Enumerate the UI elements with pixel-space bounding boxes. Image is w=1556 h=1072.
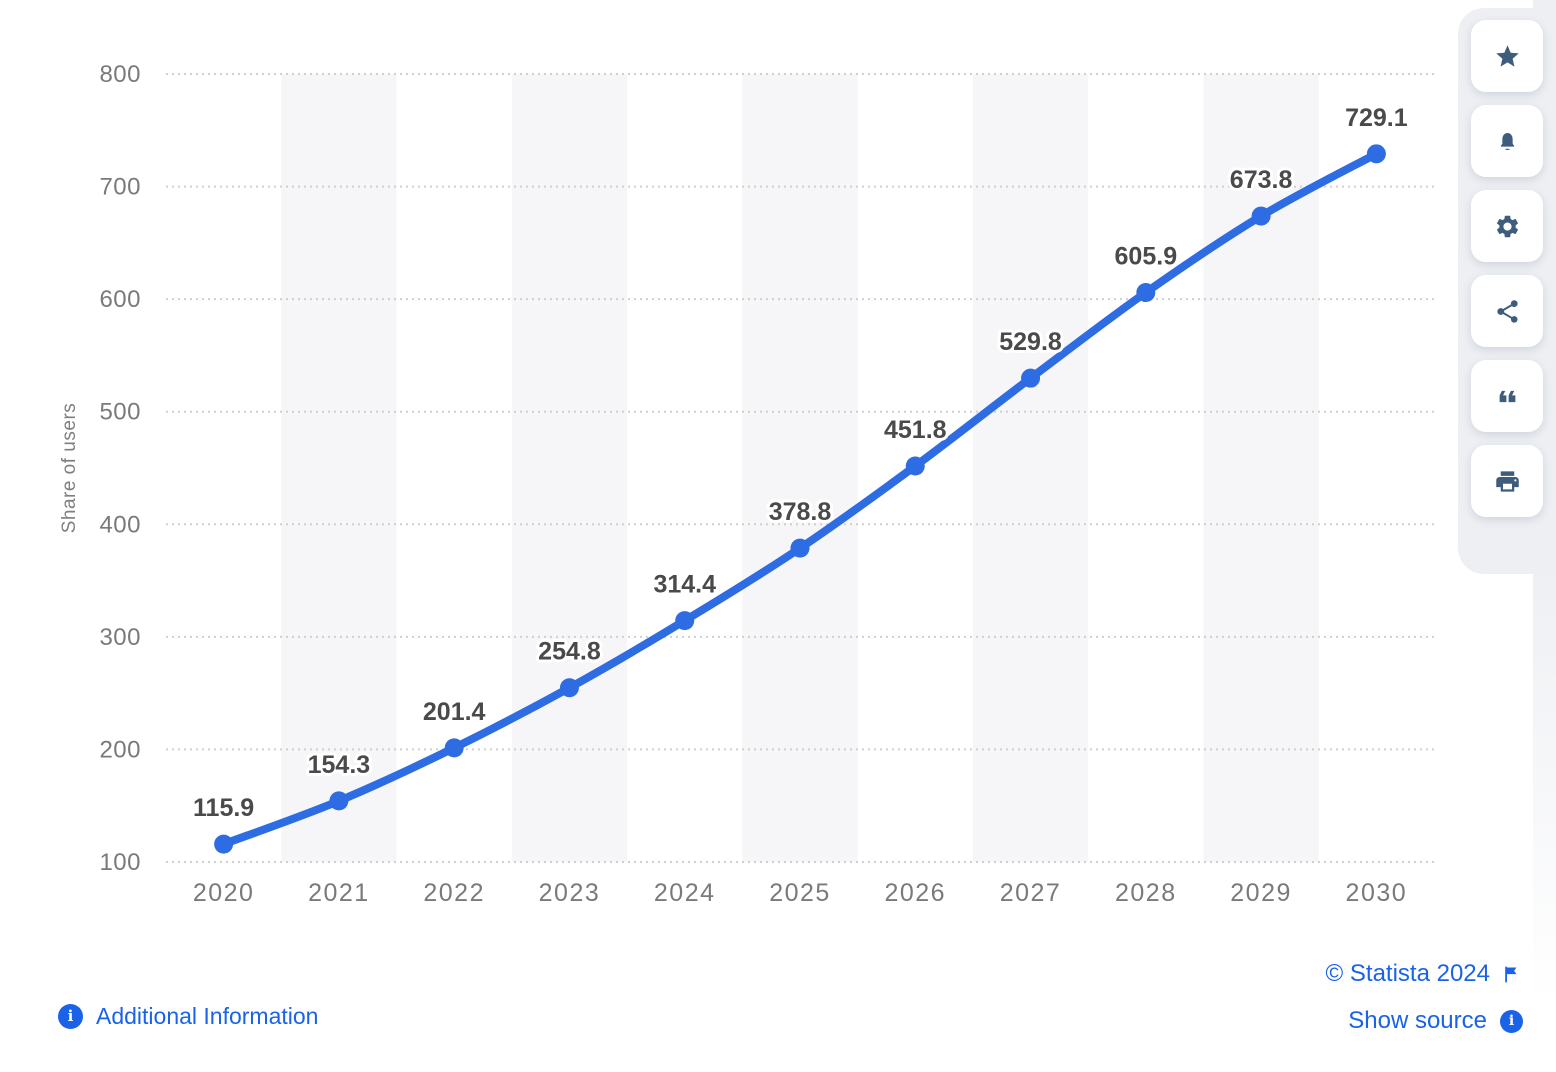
column-band [972, 74, 1089, 862]
y-tick-label: 700 [99, 174, 141, 201]
share-button[interactable] [1471, 275, 1543, 347]
notifications-button[interactable] [1471, 105, 1543, 177]
column-band [511, 74, 628, 862]
y-axis-title: Share of users [59, 403, 80, 534]
column-band [1203, 74, 1319, 862]
printer-icon [1495, 470, 1519, 492]
data-point-label: 254.8 [538, 638, 601, 666]
share-icon [1496, 299, 1518, 323]
data-point[interactable] [559, 678, 579, 698]
x-tick-label: 2021 [308, 879, 370, 907]
data-point-label: 378.8 [769, 498, 832, 526]
y-tick-label: 500 [99, 399, 141, 426]
y-tick-label: 200 [99, 736, 141, 763]
print-button[interactable] [1471, 445, 1543, 517]
data-point-label: 201.4 [423, 698, 486, 726]
x-tick-label: 2027 [1000, 879, 1062, 907]
data-point[interactable] [790, 538, 810, 558]
x-tick-label: 2023 [539, 879, 601, 907]
y-tick-label: 100 [99, 849, 141, 876]
cite-button[interactable] [1471, 360, 1543, 432]
additional-information-link[interactable]: i Additional Information [58, 1003, 318, 1030]
data-point[interactable] [1251, 206, 1271, 226]
favorite-button[interactable] [1471, 20, 1543, 92]
y-tick-label: 800 [99, 61, 141, 88]
y-tick-label: 600 [99, 286, 141, 313]
data-point[interactable] [1136, 283, 1156, 303]
data-point-label: 529.8 [999, 328, 1062, 356]
star-icon [1495, 44, 1519, 67]
column-band [281, 74, 397, 862]
data-point[interactable] [1366, 144, 1386, 164]
x-tick-label: 2030 [1346, 879, 1408, 907]
x-tick-label: 2026 [884, 879, 946, 907]
x-tick-label: 2028 [1115, 879, 1177, 907]
line-chart: 100 200 300 400 500 600 700 800 Share of users 20… [59, 61, 1434, 907]
data-point[interactable] [1021, 368, 1041, 388]
x-tick-label: 2024 [654, 879, 716, 907]
y-tick-label: 400 [99, 511, 141, 538]
gear-icon [1496, 215, 1518, 237]
data-point[interactable] [444, 738, 464, 758]
show-source-link[interactable]: Show source i [1348, 1007, 1523, 1035]
data-point-label: 451.8 [884, 416, 947, 444]
chart-toolbar [1458, 8, 1556, 574]
data-point-label: 314.4 [653, 571, 716, 599]
data-point-label: 729.1 [1345, 104, 1408, 132]
quote-icon [1499, 390, 1515, 402]
copyright-label: © Statista 2024 [1325, 960, 1490, 987]
column-band [742, 74, 858, 862]
flag-icon [1505, 965, 1517, 983]
show-source-label: Show source [1348, 1007, 1487, 1034]
statista-copyright-link[interactable]: © Statista 2024 [1326, 960, 1520, 988]
settings-button[interactable] [1471, 190, 1543, 262]
info-icon: i [1500, 1009, 1523, 1033]
x-tick-label: 2022 [423, 879, 485, 907]
x-tick-label: 2029 [1230, 879, 1292, 907]
y-tick-label: 300 [99, 624, 141, 651]
data-point[interactable] [675, 611, 695, 631]
x-tick-label: 2020 [193, 879, 255, 907]
bell-icon [1500, 132, 1514, 150]
info-icon: i [58, 1004, 83, 1029]
additional-information-label: Additional Information [96, 1003, 319, 1029]
x-tick-label: 2025 [769, 879, 831, 907]
data-point[interactable] [214, 834, 234, 854]
data-point-label: 673.8 [1230, 166, 1293, 194]
data-point-label: 115.9 [193, 794, 254, 822]
data-point-label: 605.9 [1115, 243, 1178, 271]
data-point[interactable] [329, 791, 349, 811]
data-point-label: 154.3 [308, 751, 371, 779]
data-point[interactable] [905, 456, 925, 476]
